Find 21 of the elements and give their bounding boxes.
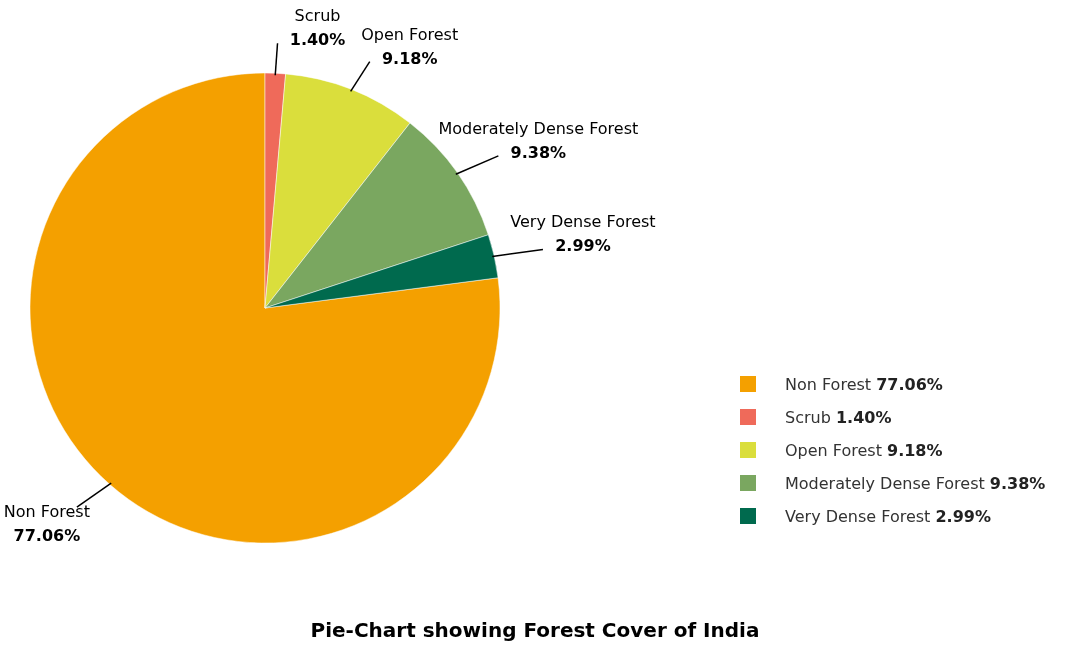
- legend-label: Scrub: [785, 408, 831, 427]
- slice-label: Open Forest: [361, 24, 459, 44]
- slice-label: Scrub: [294, 6, 341, 26]
- text: 9.38%: [989, 474, 1046, 493]
- data-label: 1.40%: [289, 30, 346, 50]
- slice-label: Non Forest: [3, 502, 90, 522]
- slice-label: Moderately Dense Forest: [438, 118, 639, 138]
- text: Pie-Chart showing Forest Cover of India: [310, 618, 760, 642]
- slice-label: Very Dense Forest: [510, 212, 656, 232]
- legend-label: Non Forest: [785, 375, 872, 394]
- data-label: 9.18%: [381, 48, 438, 68]
- legend-label: Moderately Dense Forest: [785, 474, 985, 493]
- text: 1.40%: [835, 408, 892, 427]
- legend-label: Very Dense Forest: [785, 507, 931, 526]
- text: 9.18%: [887, 441, 943, 460]
- data-label: 2.99%: [555, 236, 611, 256]
- text: 77.06%: [876, 375, 943, 394]
- text: 2.99%: [935, 507, 991, 526]
- data-label: 9.38%: [510, 142, 567, 162]
- legend-label: Open Forest: [785, 441, 882, 460]
- data-label: 77.06%: [13, 526, 81, 546]
